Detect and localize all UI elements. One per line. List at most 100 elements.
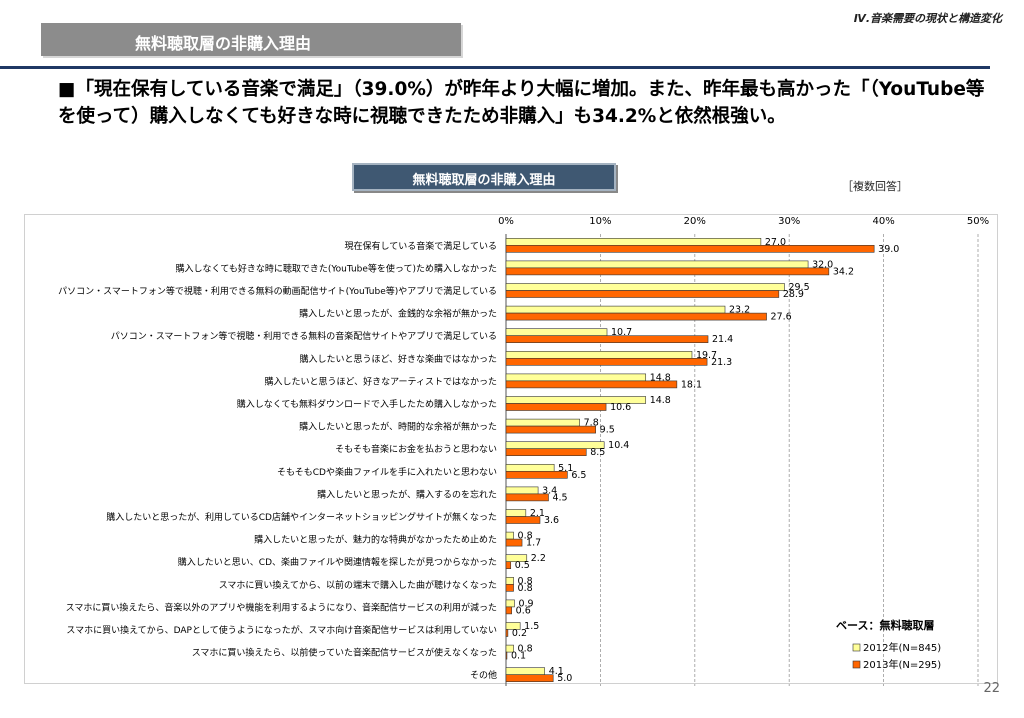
category-label: パソコン・スマートフォン等で視聴・利用できる無料の動画配信サイト(YouTube… xyxy=(58,285,497,297)
bar-2013 xyxy=(505,674,554,683)
bar-2013 xyxy=(505,335,709,344)
data-label: 6.5 xyxy=(571,470,586,481)
data-label: 8.5 xyxy=(590,447,605,458)
data-label: 39.0 xyxy=(878,244,899,255)
bar-2012 xyxy=(505,350,693,359)
data-label: 5.1 xyxy=(558,463,573,474)
bar-2012 xyxy=(505,576,514,585)
bar-2013 xyxy=(505,312,767,321)
data-label: 21.3 xyxy=(711,357,732,368)
bar-2012 xyxy=(505,238,762,246)
bar-2013 xyxy=(505,516,541,524)
bar-2012 xyxy=(505,260,809,269)
bar-2013 xyxy=(505,290,780,298)
bar-2013 xyxy=(505,425,596,434)
bar-2013 xyxy=(505,606,512,615)
data-label: 14.8 xyxy=(650,395,671,406)
category-label: 現在保有している音楽で満足している xyxy=(345,240,497,252)
data-label: 4.1 xyxy=(549,666,564,677)
data-label: 0.8 xyxy=(518,644,533,655)
bar-2013 xyxy=(505,629,509,637)
x-tick-label: 30% xyxy=(778,216,800,227)
bar-2013 xyxy=(505,470,568,479)
category-label: 購入したいと思ったが、利用しているCD店舗やインターネットショッピングサイトが無… xyxy=(106,511,497,523)
legend-swatch xyxy=(852,643,861,652)
bar-2013 xyxy=(505,448,587,457)
data-label: 19.7 xyxy=(696,350,717,361)
bar-2012 xyxy=(505,283,785,291)
data-label: 0.2 xyxy=(512,628,527,639)
category-label: 購入しなくても好きな時に聴取できた(YouTube等を使って)ため購入しなかった xyxy=(176,262,497,274)
data-label: 34.2 xyxy=(833,266,854,277)
bar-2012 xyxy=(505,622,521,630)
category-label: 購入したいと思うほど、好きな楽曲ではなかった xyxy=(299,353,497,365)
bar-2012 xyxy=(505,328,608,337)
data-label: 18.1 xyxy=(681,379,702,390)
category-label: 購入したいと思い、CD、楽曲ファイルや関連情報を探したが見つからなかった xyxy=(178,556,497,568)
legend-swatch xyxy=(852,660,861,669)
chart-title: 無料聴取層の非購入理由 xyxy=(412,173,556,188)
bar-2013 xyxy=(505,493,549,502)
data-label: 0.9 xyxy=(518,598,533,609)
category-label: 購入したいと思ったが、魅力的な特典がなかったため止めた xyxy=(254,534,497,546)
bar-2013 xyxy=(505,403,607,411)
data-label: 3.4 xyxy=(542,485,557,496)
data-label: 29.5 xyxy=(788,282,809,293)
lead-text: ■「現在保有している音楽で満足」（39.0%）が昨年より大幅に増加。また、昨年最… xyxy=(58,79,985,127)
category-label: スマホに買い換えてから、DAPとして使うようになったが、スマホ向け音楽配信サービ… xyxy=(66,624,497,636)
data-label: 2.1 xyxy=(530,508,545,519)
base-note: ベース：無料聴取層 xyxy=(836,619,935,632)
category-label: スマホに買い換えたら、音楽以外のアプリや機能を利用するようになり、音楽配信サービ… xyxy=(66,601,497,613)
category-label: 購入したいと思ったが、時間的な余裕が無かった xyxy=(299,421,497,433)
data-label: 28.9 xyxy=(783,289,804,300)
data-label: 10.4 xyxy=(608,440,629,451)
category-label: 購入したいと思うほど、好きなアーティストではなかった xyxy=(265,375,497,387)
data-label: 21.4 xyxy=(712,334,733,345)
x-tick-label: 20% xyxy=(684,216,706,227)
bar-2012 xyxy=(505,486,539,495)
data-label: 5.0 xyxy=(557,673,572,684)
bar-2013 xyxy=(505,651,508,660)
x-tick-label: 0% xyxy=(498,216,514,227)
data-label: 27.0 xyxy=(765,237,786,248)
bar-2012 xyxy=(505,373,647,382)
chart-title-box: 無料聴取層の非購入理由 xyxy=(352,163,616,191)
bar-2012 xyxy=(505,418,580,427)
bar-2012 xyxy=(505,599,515,608)
bar-2013 xyxy=(505,267,830,276)
bar-2012 xyxy=(505,644,514,653)
data-label: 1.5 xyxy=(524,621,539,632)
data-label: 4.5 xyxy=(552,492,567,503)
x-tick-label: 10% xyxy=(589,216,611,227)
category-label: 購入しなくても無料ダウンロードで入手したため購入しなかった xyxy=(237,398,497,410)
category-label: スマホに買い換えたら、以前使っていた音楽配信サービスが使えなくなった xyxy=(192,647,497,659)
category-label: そもそも音楽にお金を払おうと思わない xyxy=(335,443,497,455)
bar-2013 xyxy=(505,538,523,547)
bar-2013 xyxy=(505,561,512,570)
data-label: 9.5 xyxy=(600,425,615,436)
section-label: Ⅳ.音楽需要の現状と構造変化 xyxy=(853,12,1002,25)
bar-2012 xyxy=(505,531,514,540)
bar-2013 xyxy=(505,583,514,592)
legend-label: 2012年(N=845) xyxy=(863,641,941,654)
bar-2012 xyxy=(505,554,528,563)
slide-title: 無料聴取層の非購入理由 xyxy=(135,34,312,53)
data-label: 10.7 xyxy=(611,327,632,338)
bar-2012 xyxy=(505,463,555,472)
multiple-answer-note: ［複数回答］ xyxy=(842,180,908,193)
bar-2012 xyxy=(505,667,546,676)
data-label: 27.6 xyxy=(771,312,792,323)
data-label: 14.8 xyxy=(650,372,671,383)
bar-2013 xyxy=(505,245,875,253)
x-tick-label: 40% xyxy=(872,216,894,227)
bar-2013 xyxy=(505,357,708,366)
category-label: パソコン・スマートフォン等で視聴・利用できる無料の音楽配信サイトやアプリで満足し… xyxy=(111,330,497,342)
header-rule xyxy=(0,66,990,69)
data-label: 10.6 xyxy=(610,402,631,413)
data-label: 0.6 xyxy=(516,605,531,616)
category-label: 購入したいと思ったが、金銭的な余裕が無かった xyxy=(299,308,497,320)
bar-2012 xyxy=(505,509,527,517)
data-label: 3.6 xyxy=(544,515,559,526)
data-label: 0.5 xyxy=(515,560,530,571)
